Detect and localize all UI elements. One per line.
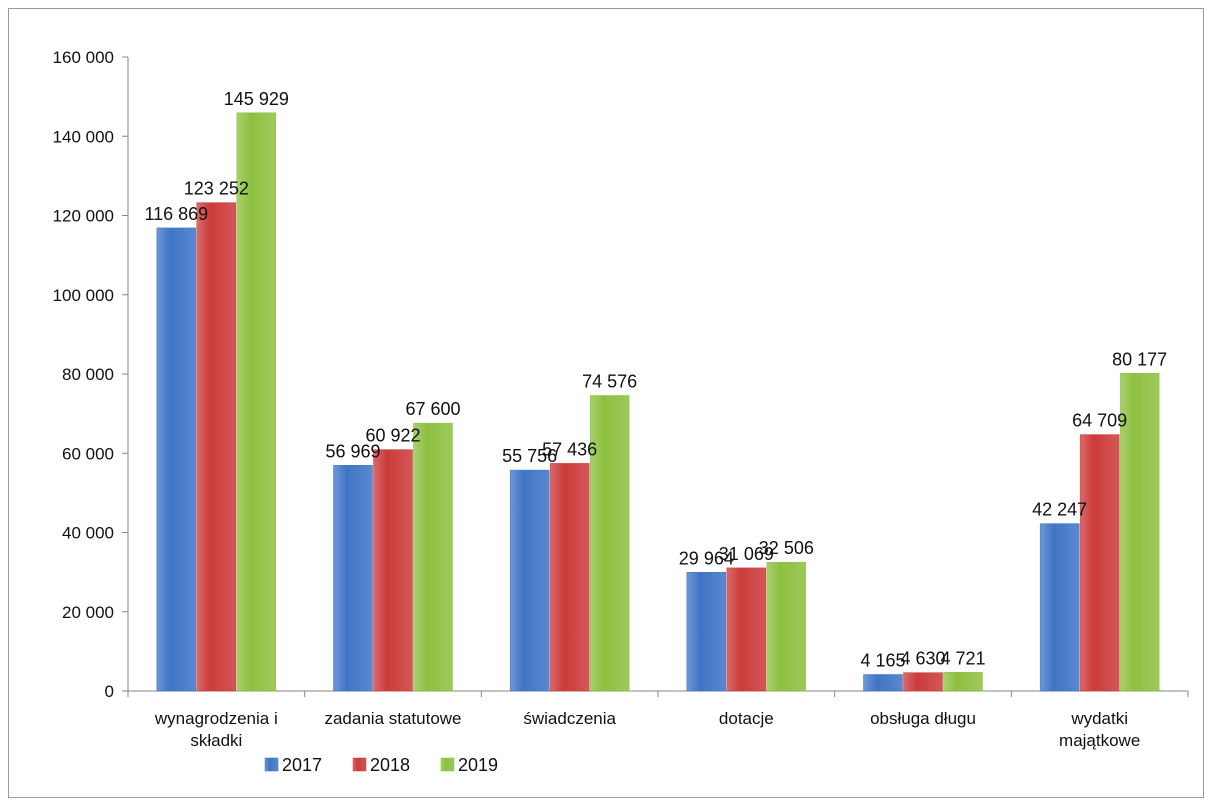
legend-swatch-2018 — [352, 757, 367, 772]
data-label: 74 576 — [582, 371, 637, 391]
bar-2019-5 — [1119, 373, 1160, 692]
x-category-label: składki — [190, 731, 242, 750]
y-tick-label: 100 000 — [53, 286, 114, 305]
data-label: 60 922 — [365, 426, 420, 446]
y-tick-label: 120 000 — [53, 207, 114, 226]
bar-2018-0 — [196, 202, 237, 692]
data-label: 55 756 — [502, 446, 557, 466]
data-label: 123 252 — [184, 179, 249, 199]
y-tick-label: 20 000 — [62, 603, 114, 622]
bar-2018-5 — [1079, 434, 1120, 692]
data-label: 4 165 — [860, 650, 905, 670]
y-tick-label: 0 — [105, 682, 114, 701]
bar-2019-2 — [589, 395, 630, 692]
data-label: 56 969 — [325, 441, 380, 461]
bar-2017-4 — [863, 674, 903, 692]
bar-2017-5 — [1039, 523, 1080, 692]
y-tick-label: 140 000 — [53, 127, 114, 146]
legend-label: 2018 — [370, 755, 410, 775]
data-label: 4 721 — [940, 648, 985, 668]
bar-2019-0 — [236, 112, 277, 692]
y-tick-label: 40 000 — [62, 524, 114, 543]
legend-label: 2019 — [458, 755, 498, 775]
bar-2018-1 — [373, 449, 413, 692]
bar-2019-1 — [413, 422, 453, 692]
x-category-label: wynagrodzenia i — [154, 709, 278, 728]
data-label: 42 247 — [1032, 500, 1087, 520]
data-label: 57 436 — [542, 439, 597, 459]
data-label: 116 869 — [144, 204, 208, 224]
bar-2018-2 — [549, 463, 590, 692]
bar-2017-3 — [686, 572, 727, 692]
bar-2019-3 — [766, 561, 807, 692]
bar-2017-0 — [156, 227, 197, 692]
bar-2018-3 — [726, 567, 767, 692]
data-label: 4 630 — [900, 649, 945, 669]
y-tick-label: 60 000 — [62, 444, 114, 463]
legend-swatch-2017 — [264, 757, 279, 772]
legend-swatch-2019 — [440, 757, 455, 772]
x-category-label: wydatki — [1070, 709, 1128, 728]
data-label: 29 964 — [679, 548, 734, 568]
data-label: 67 600 — [405, 399, 460, 419]
data-label: 31 069 — [719, 544, 774, 564]
x-category-label: świadczenia — [523, 709, 616, 728]
bar-2018-4 — [903, 672, 943, 692]
data-label: 80 177 — [1112, 349, 1167, 369]
legend-label: 2017 — [282, 755, 322, 775]
x-category-label: zadania statutowe — [324, 709, 461, 728]
y-tick-label: 160 000 — [53, 48, 114, 67]
y-tick-label: 80 000 — [62, 365, 114, 384]
bar-2017-1 — [333, 465, 373, 692]
x-category-label: majątkowe — [1059, 731, 1140, 750]
data-label: 64 709 — [1072, 411, 1127, 431]
x-category-label: obsługa długu — [870, 709, 976, 728]
x-category-label: dotacje — [719, 709, 774, 728]
bar-2019-4 — [943, 672, 983, 692]
data-label: 145 929 — [224, 89, 289, 109]
bar-2017-2 — [509, 469, 550, 692]
data-label: 32 506 — [759, 538, 814, 558]
